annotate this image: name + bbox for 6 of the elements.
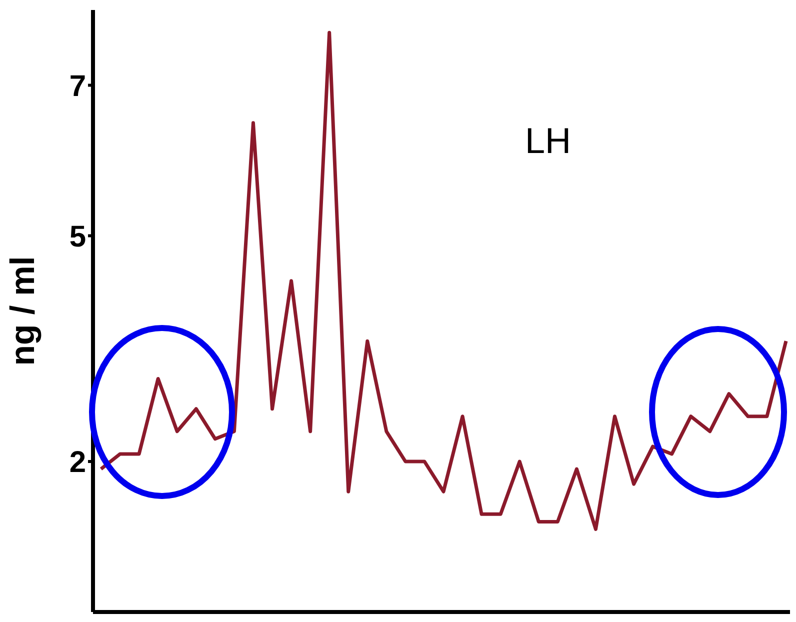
y-tick-label: 2 bbox=[69, 446, 86, 480]
y-axis-title: ng / ml bbox=[4, 256, 42, 366]
text: LH bbox=[524, 120, 572, 161]
y-tick-label: 7 bbox=[69, 70, 86, 103]
line-series bbox=[99, 30, 788, 531]
y-tick-label: 5 bbox=[69, 220, 86, 254]
